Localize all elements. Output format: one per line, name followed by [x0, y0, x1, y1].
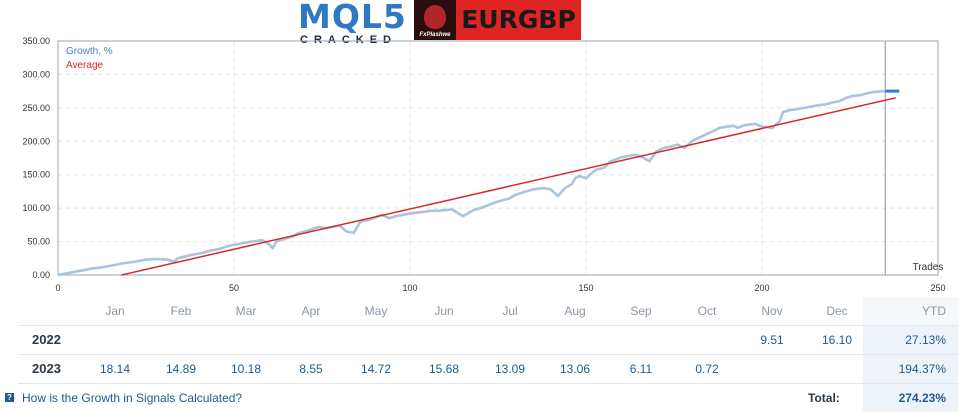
- month-value: [85, 326, 145, 354]
- y-tick-label: 50.00: [27, 237, 50, 247]
- ytd-header: YTD: [863, 297, 958, 325]
- month-value: 10.18: [230, 362, 262, 376]
- month-header: May: [364, 304, 388, 318]
- month-value: [346, 326, 406, 354]
- growth-calculation-help-link[interactable]: How is the Growth in Signals Calculated?: [22, 391, 243, 405]
- month-header: Mar: [235, 304, 257, 318]
- month-value: 0.72: [695, 362, 719, 376]
- badge-text: FxPlashwe: [419, 32, 451, 38]
- month-value: 16.10: [821, 333, 853, 347]
- month-value: 18.14: [99, 362, 131, 376]
- x-axis-label: Trades: [913, 262, 944, 273]
- month-value: 15.68: [428, 362, 460, 376]
- x-tick-label: 200: [754, 283, 769, 293]
- month-header: Nov: [761, 304, 783, 318]
- month-value: 6.11: [629, 362, 653, 376]
- y-tick-label: 250.00: [22, 103, 50, 113]
- month-header: Oct: [697, 304, 717, 318]
- month-value: 13.06: [559, 362, 591, 376]
- month-value: 13.09: [494, 362, 526, 376]
- chart-grid: [58, 40, 938, 275]
- plot-frame: [57, 40, 939, 276]
- month-header: Dec: [826, 304, 848, 318]
- monthly-growth-table: Jan Feb Mar Apr May Jun Jul Aug Sep Oct …: [5, 297, 958, 412]
- month-value: [677, 326, 737, 354]
- month-header: Sep: [630, 304, 652, 318]
- x-tick-label: 100: [402, 283, 417, 293]
- skull-icon: [424, 5, 446, 29]
- month-header: Jan: [105, 304, 125, 318]
- ytd-value: 194.37%: [863, 355, 958, 383]
- y-tick-label: 350.00: [22, 36, 50, 46]
- month-header: Jun: [434, 304, 454, 318]
- currency-pair-banner: EURGBP: [456, 0, 581, 40]
- month-header: Apr: [301, 304, 321, 318]
- month-header: Jul: [502, 304, 518, 318]
- month-value: [807, 355, 867, 383]
- table-header-row: Jan Feb Mar Apr May Jun Jul Aug Sep Oct …: [18, 297, 958, 326]
- x-axis-ticks: 0 50 100 150 200 250: [55, 283, 945, 293]
- month-value: 14.72: [360, 362, 392, 376]
- month-value: [742, 355, 802, 383]
- month-value: 14.89: [165, 362, 197, 376]
- month-value: [281, 326, 341, 354]
- row-year: 2022: [32, 332, 61, 347]
- x-tick-label: 250: [930, 283, 945, 293]
- mql5-logo: MQL5 CRACKED: [296, 0, 406, 48]
- legend-average: Average: [66, 60, 104, 71]
- mql5-logo-subtext: CRACKED: [300, 34, 397, 46]
- month-header: Aug: [564, 304, 586, 318]
- legend-growth: Growth, %: [66, 46, 113, 57]
- y-tick-label: 0.00: [32, 270, 50, 280]
- month-value: [545, 326, 605, 354]
- month-value: [414, 326, 474, 354]
- total-label: Total:: [808, 391, 840, 405]
- y-tick-label: 200.00: [22, 136, 50, 146]
- y-axis-ticks: 0.00 50.00 100.00 150.00 200.00 250.00 300.00 3…: [22, 36, 50, 280]
- table-row: 2022 9.51 16.10 27.13%: [18, 326, 958, 355]
- ytd-value: 27.13%: [863, 326, 958, 354]
- y-tick-label: 150.00: [22, 170, 50, 180]
- y-tick-label: 100.00: [22, 203, 50, 213]
- month-value: 9.51: [760, 333, 784, 347]
- total-value: 274.23%: [863, 384, 958, 412]
- total-row: ? How is the Growth in Signals Calculate…: [5, 384, 958, 412]
- month-header: Feb: [170, 304, 192, 318]
- avatar-badge: FxPlashwe: [414, 0, 456, 40]
- month-value: [611, 326, 671, 354]
- month-value: [480, 326, 540, 354]
- table-row: 2023 18.14 14.89 10.18 8.55 14.72 15.68 …: [18, 355, 958, 384]
- month-value: [216, 326, 276, 354]
- average-series-line: [121, 97, 896, 276]
- y-tick-label: 300.00: [22, 69, 50, 79]
- growth-chart: 0.00 50.00 100.00 150.00 200.00 250.00 300.00 3…: [22, 36, 945, 293]
- month-value: 8.55: [299, 362, 323, 376]
- month-value: [151, 326, 211, 354]
- growth-series-line: [57, 89, 886, 277]
- x-tick-label: 0: [55, 283, 60, 293]
- help-square-icon: ?: [5, 393, 14, 402]
- x-tick-label: 150: [578, 283, 593, 293]
- x-tick-label: 50: [229, 283, 239, 293]
- row-year: 2023: [32, 361, 61, 376]
- mql5-logo-text: MQL5: [298, 0, 407, 36]
